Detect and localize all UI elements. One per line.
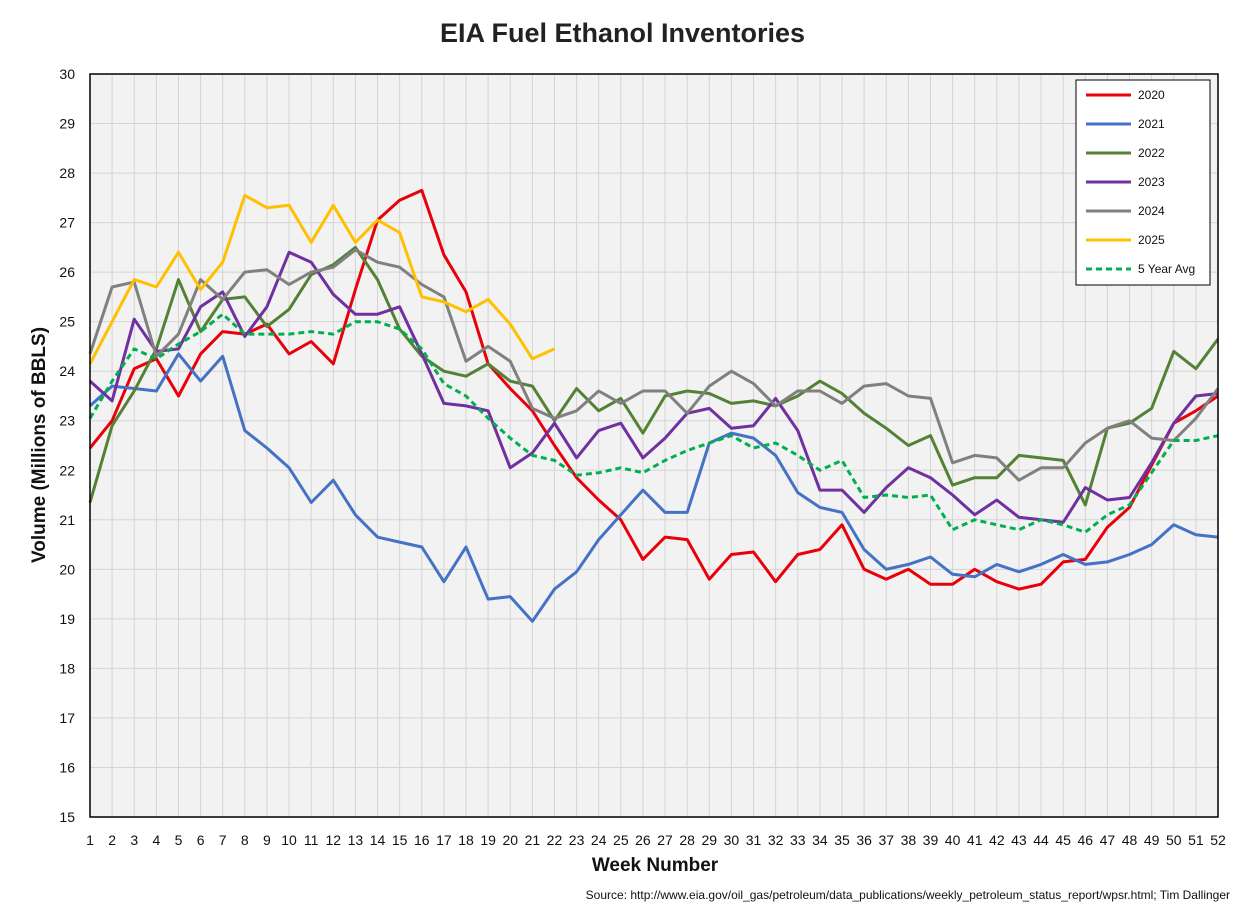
x-tick-label: 3	[130, 832, 138, 848]
x-tick-label: 34	[812, 832, 828, 848]
x-tick-label: 35	[834, 832, 850, 848]
y-tick-label: 15	[59, 809, 75, 825]
x-tick-label: 27	[657, 832, 673, 848]
legend: 2020 2021 2022 2023 2024 2025 5 Year Avg	[1075, 79, 1211, 286]
y-tick-label: 16	[59, 759, 75, 775]
x-tick-label: 28	[679, 832, 695, 848]
y-tick-label: 21	[59, 512, 75, 528]
x-tick-label: 47	[1100, 832, 1116, 848]
x-tick-label: 1	[86, 832, 94, 848]
x-tick-label: 48	[1122, 832, 1138, 848]
x-tick-label: 12	[326, 832, 342, 848]
source-note: Source: http://www.eia.gov/oil_gas/petro…	[585, 888, 1230, 902]
series-line-2025	[88, 193, 556, 365]
legend-label: 2022	[1138, 146, 1165, 160]
x-tick-label: 20	[502, 832, 518, 848]
x-tick-labels: 1 2 3 4 5 6 7 8 9 10 11 12 13 14 15 16 17 18 19 20 21 22 23 24 2…	[86, 832, 1226, 848]
x-tick-label: 6	[197, 832, 205, 848]
x-tick-label: 31	[746, 832, 762, 848]
y-tick-label: 17	[59, 710, 75, 726]
y-tick-label: 18	[59, 660, 75, 676]
x-tick-label: 40	[945, 832, 961, 848]
x-tick-label: 41	[967, 832, 983, 848]
x-tick-label: 16	[414, 832, 430, 848]
x-tick-label: 33	[790, 832, 806, 848]
x-axis-label: Week Number	[591, 855, 719, 876]
x-tick-label: 18	[458, 832, 474, 848]
x-tick-label: 22	[547, 832, 563, 848]
y-tick-label: 23	[59, 413, 75, 429]
x-tick-label: 10	[281, 832, 297, 848]
gridlines	[89, 73, 1219, 818]
x-tick-label: 2	[108, 832, 116, 848]
x-tick-label: 32	[768, 832, 784, 848]
x-tick-label: 13	[348, 832, 364, 848]
x-tick-label: 45	[1055, 832, 1071, 848]
series-line-2023	[88, 250, 1219, 524]
x-tick-label: 52	[1210, 832, 1226, 848]
x-tick-label: 14	[370, 832, 386, 848]
y-tick-label: 20	[59, 561, 75, 577]
x-tick-label: 8	[241, 832, 249, 848]
y-tick-label: 25	[59, 314, 75, 330]
y-tick-label: 26	[59, 264, 75, 280]
x-tick-label: 15	[392, 832, 408, 848]
legend-label: 2025	[1138, 233, 1165, 247]
y-tick-label: 19	[59, 611, 75, 627]
x-tick-label: 36	[856, 832, 872, 848]
legend-label: 2024	[1138, 204, 1165, 218]
y-tick-label: 28	[59, 165, 75, 181]
y-tick-label: 30	[59, 66, 75, 82]
y-tick-label: 22	[59, 462, 75, 478]
legend-label: 2023	[1138, 175, 1165, 189]
x-tick-label: 51	[1188, 832, 1204, 848]
series-line-5-year-avg	[88, 312, 1219, 534]
x-tick-label: 17	[436, 832, 452, 848]
x-tick-label: 19	[480, 832, 496, 848]
x-tick-label: 49	[1144, 832, 1160, 848]
x-tick-label: 46	[1078, 832, 1094, 848]
y-tick-label: 24	[59, 363, 75, 379]
y-tick-label: 29	[59, 116, 75, 132]
legend-label: 5 Year Avg	[1138, 262, 1195, 276]
x-tick-label: 7	[219, 832, 227, 848]
x-tick-label: 43	[1011, 832, 1027, 848]
x-tick-label: 29	[702, 832, 718, 848]
plot-area	[90, 74, 1218, 817]
y-tick-labels: 15 16 17 18 19 20 21 22 23 24 25 26 27 28 29 30	[59, 66, 75, 825]
x-tick-label: 4	[152, 832, 160, 848]
x-tick-label: 26	[635, 832, 651, 848]
legend-label: 2021	[1138, 117, 1165, 131]
series-lines	[88, 188, 1220, 623]
x-tick-label: 23	[569, 832, 585, 848]
x-tick-label: 39	[923, 832, 939, 848]
series-line-2021	[88, 352, 1219, 623]
x-tick-label: 5	[175, 832, 183, 848]
x-tick-label: 21	[525, 832, 541, 848]
x-tick-label: 42	[989, 832, 1005, 848]
x-tick-label: 11	[304, 832, 319, 848]
x-tick-label: 9	[263, 832, 271, 848]
x-tick-label: 50	[1166, 832, 1182, 848]
series-line-2022	[88, 245, 1220, 507]
x-tick-label: 44	[1033, 832, 1049, 848]
series-line-2020	[88, 188, 1219, 591]
plot-border	[89, 73, 1219, 818]
x-tick-label: 30	[724, 832, 740, 848]
y-tick-label: 27	[59, 215, 75, 231]
x-tick-label: 37	[878, 832, 894, 848]
x-tick-label: 25	[613, 832, 629, 848]
legend-label: 2020	[1138, 88, 1165, 102]
chart-title: EIA Fuel Ethanol Inventories	[439, 18, 806, 48]
x-tick-label: 38	[901, 832, 917, 848]
series-line-2024	[88, 248, 1220, 482]
x-tick-label: 24	[591, 832, 607, 848]
